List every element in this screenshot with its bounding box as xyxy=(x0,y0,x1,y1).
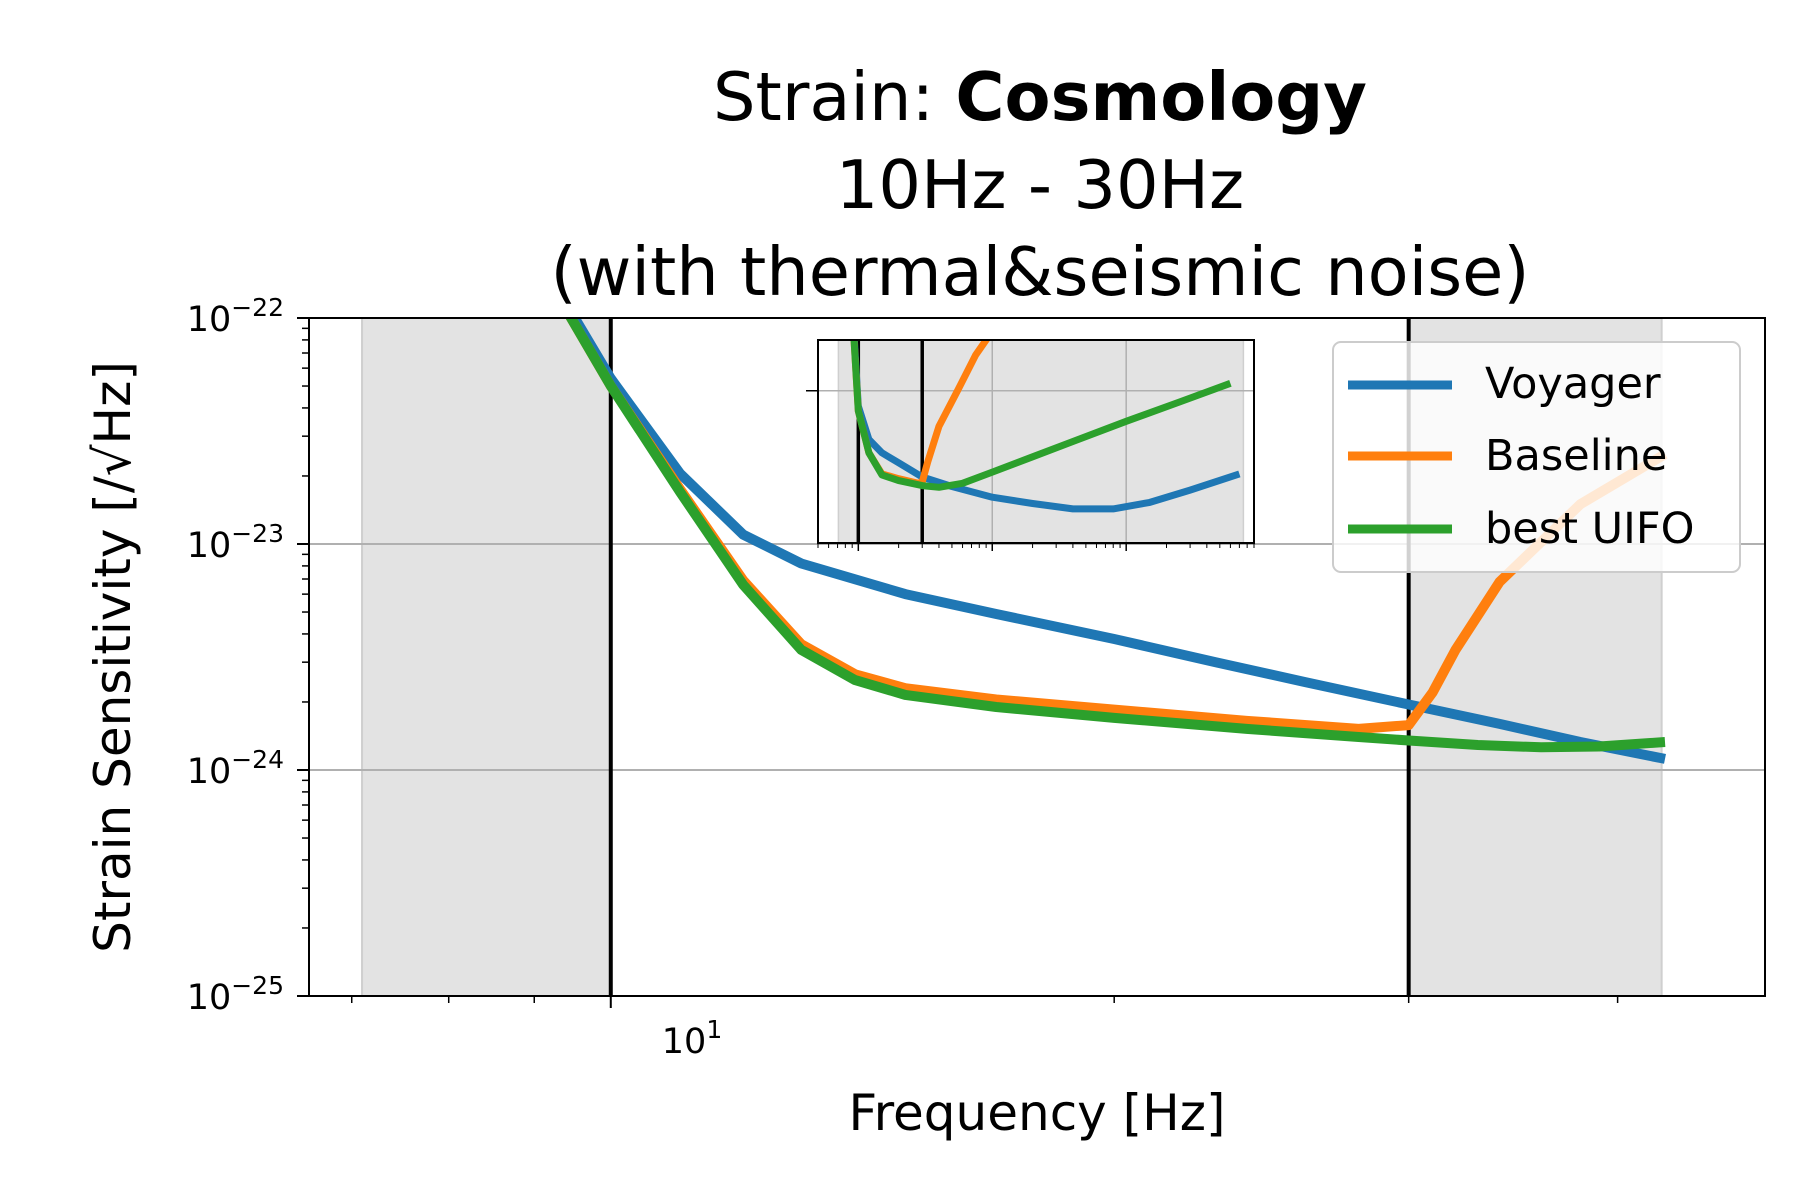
plot-frame xyxy=(308,317,1766,997)
x-tick-label-10: 101 xyxy=(662,1015,722,1062)
shaded-range-0 xyxy=(361,318,612,996)
inset-series-lines xyxy=(850,340,1241,513)
legend-label-baseline: Baseline xyxy=(1485,431,1667,481)
legend: Voyager Baseline best UIFO xyxy=(1332,341,1741,573)
chart-title-bold: Cosmology xyxy=(955,58,1367,136)
chart-title-line2: 10Hz - 30Hz xyxy=(836,146,1244,224)
legend-box xyxy=(1332,341,1741,573)
series-lines xyxy=(565,318,1668,764)
y-tick-label-1e-22: 10−22 xyxy=(187,293,284,340)
y-tick-label-1e-24: 10−24 xyxy=(187,745,284,792)
inset-series-line-best-uifo xyxy=(850,340,1232,491)
series-line-best-uifo xyxy=(565,318,1666,753)
y-axis-label: Strain Sensitivity [/√Hz] xyxy=(84,361,142,953)
chart-title-line1: Strain: Cosmology xyxy=(713,58,1367,136)
inset-shaded-range-0 xyxy=(837,340,1245,543)
series-line-voyager xyxy=(568,318,1666,764)
chart-title-prefix: Strain: xyxy=(713,58,955,136)
inset-series-line-voyager xyxy=(850,340,1241,513)
y-tick-label-1e-25: 10−25 xyxy=(187,971,284,1018)
chart-title-line3: (with thermal&seismic noise) xyxy=(550,233,1529,311)
x-axis-label: Frequency [Hz] xyxy=(848,1084,1225,1142)
inset-frame xyxy=(817,339,1255,544)
axis-ticks xyxy=(297,317,1619,1008)
inset-shaded-range xyxy=(837,340,1245,543)
y-tick-labels: 10−22 10−23 10−24 10−25 xyxy=(187,293,284,1018)
y-tick-label-1e-23: 10−23 xyxy=(187,519,284,566)
legend-label-voyager: Voyager xyxy=(1485,359,1661,409)
legend-label-best-uifo: best UIFO xyxy=(1485,504,1694,554)
